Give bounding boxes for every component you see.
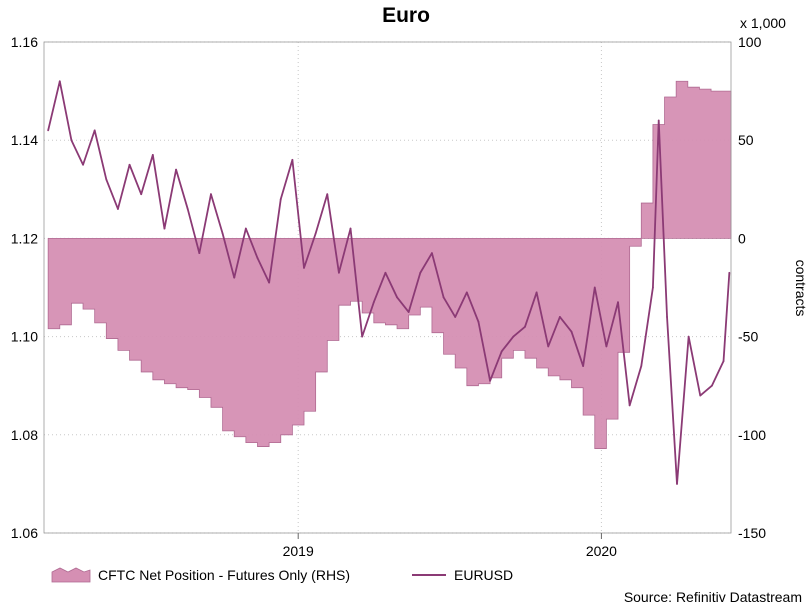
left-tick-label: 1.12 (11, 230, 38, 246)
eurusd-point (93, 129, 96, 132)
eurusd-point (47, 129, 50, 132)
eurusd-point (175, 168, 177, 171)
legend-line-label: EURUSD (454, 567, 513, 583)
cftc-area-layer (47, 80, 732, 449)
eurusd-point (70, 139, 73, 142)
eurusd-point (58, 80, 61, 83)
eurusd-point (465, 291, 468, 294)
eurusd-point (314, 232, 317, 235)
right-tick-label: 50 (738, 132, 754, 148)
eurusd-point (442, 296, 445, 299)
eurusd-point (477, 320, 480, 323)
eurusd-point (676, 483, 678, 485)
eurusd-point (617, 301, 619, 304)
eurusd-point (570, 330, 573, 333)
legend: CFTC Net Position - Futures Only (RHS) E… (51, 567, 513, 583)
eurusd-point (547, 345, 550, 348)
eurusd-point (500, 350, 503, 353)
eurusd-point (558, 316, 561, 318)
eurusd-point (431, 252, 433, 255)
cftc-net-position-area (47, 80, 732, 449)
eurusd-point (687, 335, 690, 338)
left-tick-label: 1.16 (11, 34, 38, 50)
eurusd-point (82, 163, 84, 166)
eurusd-point (233, 276, 236, 279)
eurusd-point (163, 227, 166, 230)
eurusd-point (186, 208, 189, 210)
eurusd-point (303, 266, 305, 269)
left-tick-label: 1.10 (11, 329, 38, 345)
eurusd-point (605, 345, 608, 348)
chart-title: Euro (382, 4, 430, 27)
eurusd-point (349, 227, 352, 230)
legend-area-label: CFTC Net Position - Futures Only (RHS) (98, 567, 350, 583)
plot-frame (43, 41, 732, 534)
eurusd-point (140, 193, 143, 196)
eurusd-point (221, 232, 224, 235)
eurusd-point (244, 227, 247, 230)
eurusd-point (657, 119, 660, 122)
eurusd-point (419, 271, 422, 274)
eurusd-point (582, 365, 585, 367)
eurusd-line-layer (47, 80, 731, 485)
eurusd-point (535, 291, 538, 294)
eurusd-point (210, 193, 212, 196)
eurusd-point (279, 198, 282, 201)
eurusd-point (512, 335, 515, 338)
eurusd-point (198, 252, 201, 255)
eurusd-point (396, 296, 398, 299)
eurusd-point (454, 316, 457, 318)
eurusd-point (361, 335, 364, 338)
left-tick-label: 1.14 (11, 132, 38, 148)
source-note: Source: Refinitiv Datastream (624, 589, 802, 605)
right-axis: -150 -100 -50 0 50 100 (738, 34, 766, 541)
eurusd-point (326, 193, 329, 196)
right-axis-label: contracts (793, 260, 809, 317)
eurusd-point (524, 325, 526, 328)
right-tick-label: 0 (738, 230, 746, 246)
eurusd-point (384, 271, 387, 274)
eurusd-point (593, 286, 596, 289)
x-axis: 2019 2020 (283, 533, 617, 559)
eurusd-point (128, 163, 131, 166)
eurusd-point (728, 271, 731, 274)
eurusd-point (666, 316, 668, 318)
eurusd-point (372, 301, 375, 304)
right-tick-label: -150 (738, 525, 766, 541)
eurusd-point (628, 404, 631, 407)
eurusd-point (256, 257, 259, 259)
right-axis-multiplier: x 1,000 (740, 15, 786, 31)
left-tick-label: 1.08 (11, 427, 38, 443)
right-tick-label: 100 (738, 34, 762, 50)
eurusd-point (105, 178, 108, 181)
legend-area-swatch (51, 567, 91, 583)
eurusd-point (710, 384, 713, 387)
eurusd-point (291, 158, 294, 161)
eurusd-point (117, 208, 119, 210)
right-tick-label: -100 (738, 427, 766, 443)
eurusd-point (722, 360, 725, 363)
left-axis: 1.06 1.08 1.10 1.12 1.14 1.16 (11, 34, 38, 541)
eurusd-point (268, 281, 271, 284)
x-tick-label: 2020 (586, 543, 617, 559)
eurusd-point (151, 154, 154, 156)
eurusd-point (699, 394, 702, 397)
eurusd-point (489, 379, 491, 382)
eurusd-point (338, 271, 340, 274)
left-tick-label: 1.06 (11, 525, 38, 541)
eurusd-point (407, 311, 410, 313)
right-tick-label: -50 (738, 329, 758, 345)
x-tick-label: 2019 (283, 543, 314, 559)
eurusd-point (652, 286, 654, 289)
eurusd-point (640, 365, 643, 367)
